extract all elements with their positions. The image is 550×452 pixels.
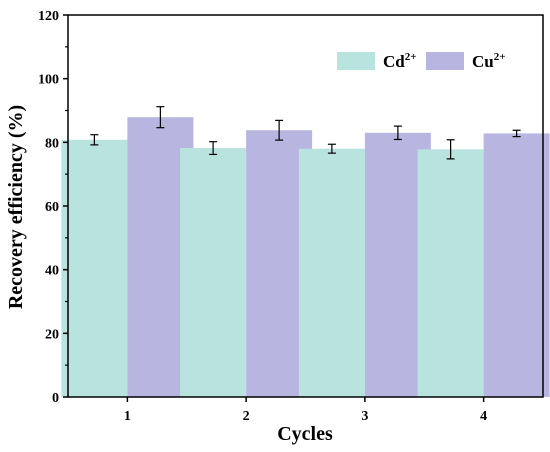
y-tick-label-60: 60	[45, 200, 59, 215]
bar-cd-2	[180, 148, 247, 397]
x-tick-label-4: 4	[480, 409, 487, 424]
y-tick-label-20: 20	[45, 327, 59, 342]
x-tick-label-3: 3	[361, 409, 368, 424]
legend-swatch-cd	[337, 52, 375, 70]
y-tick-label-0: 0	[52, 391, 59, 406]
bar-cd-1	[61, 139, 128, 397]
y-tick-label-120: 120	[38, 9, 59, 24]
x-tick-label-2: 2	[243, 409, 250, 424]
x-axis-title: Cycles	[277, 423, 333, 445]
bar-cd-3	[298, 148, 365, 397]
bar-cu-4	[483, 133, 550, 398]
bar-cd-4	[417, 149, 484, 397]
legend-swatch-cu	[426, 52, 464, 70]
legend-label-cu: Cu2+	[472, 51, 506, 71]
legend: Cd2+ Cu2+	[337, 51, 506, 71]
bars-layer	[61, 117, 550, 398]
ticks-layer: 0 20 40 60 80 100 120 1 2 3 4	[38, 9, 487, 424]
y-tick-label-80: 80	[45, 136, 59, 151]
x-tick-label-1: 1	[124, 409, 131, 424]
legend-label-cd: Cd2+	[383, 51, 417, 71]
y-axis-title: Recovery efficiency (%)	[5, 105, 27, 309]
y-tick-label-40: 40	[45, 264, 59, 279]
y-tick-label-100: 100	[38, 73, 59, 88]
errorbars-layer	[90, 106, 521, 160]
